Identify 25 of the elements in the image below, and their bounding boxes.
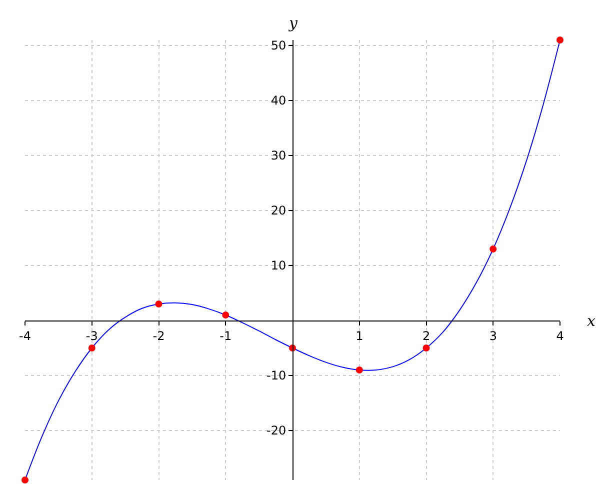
y-tick-label: 40	[270, 94, 286, 108]
y-tick-label: 30	[270, 148, 286, 163]
y-tick-label: 50	[270, 38, 286, 53]
point	[356, 366, 363, 374]
x-axis-title: x	[587, 312, 596, 330]
point	[155, 300, 162, 308]
point	[222, 312, 230, 318]
x-tick-label: -2	[152, 328, 165, 343]
x-tick-label: -1	[220, 328, 232, 343]
x-tick-label: 4	[556, 328, 564, 343]
point	[490, 246, 497, 252]
x-tick-label: 2	[422, 328, 430, 343]
x-tick-label: 1	[356, 328, 364, 343]
y-axis-title: y	[288, 14, 298, 32]
point	[22, 476, 28, 484]
point	[422, 344, 430, 352]
x-tick-label: -3	[86, 328, 98, 343]
x-tick-label: -4	[19, 328, 31, 343]
y-tick-label: 10	[270, 258, 286, 273]
point	[88, 344, 96, 352]
x-tick-label: 3	[489, 328, 497, 343]
y-tick-label: -10	[266, 368, 286, 383]
y-tick-label: -20	[266, 424, 286, 438]
point	[556, 36, 564, 44]
y-tick-label: 20	[270, 204, 286, 218]
